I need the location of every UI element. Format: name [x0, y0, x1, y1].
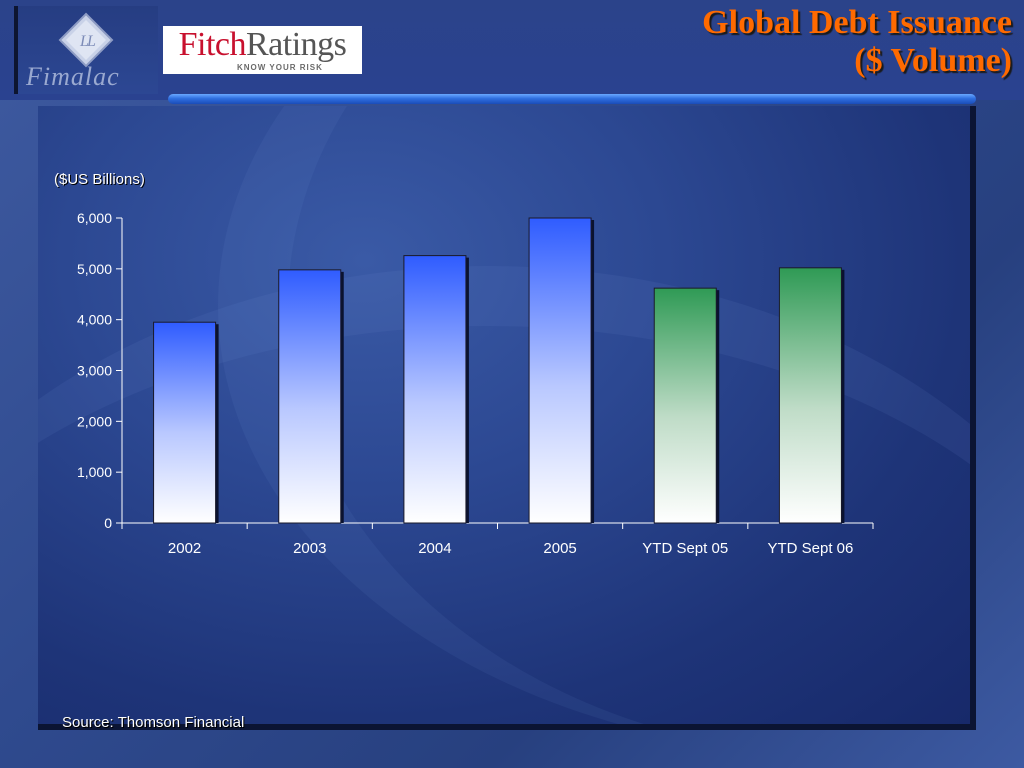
svg-text:L: L: [79, 33, 89, 50]
fitch-logo-tagline: KNOW YOUR RISK: [237, 63, 323, 72]
bar-2003: [278, 269, 342, 524]
slide-title: Global Debt Issuance ($ Volume): [702, 4, 1012, 80]
x-tick-label: 2003: [293, 540, 326, 557]
fitch-ratings-logo: FitchRatings KNOW YOUR RISK: [163, 26, 362, 74]
bar-ytd-sept-06: [778, 267, 842, 524]
fimalac-wordmark: Fimalac: [26, 62, 120, 91]
fitch-logo-main: Fitch: [178, 26, 247, 63]
x-tick-label: 2002: [168, 540, 201, 557]
x-tick-label: 2005: [543, 540, 576, 557]
x-tick-label: 2004: [418, 540, 451, 557]
bar-ytd-sept-05: [653, 287, 717, 524]
bar-2002: [153, 321, 217, 524]
slide-title-line2: ($ Volume): [854, 42, 1012, 79]
x-tick-label: YTD Sept 06: [767, 540, 853, 557]
y-tick-label: 2,000: [77, 413, 112, 429]
fitch-logo-wordmark: FitchRatings: [163, 26, 362, 64]
slide-title-line1: Global Debt Issuance: [702, 4, 1012, 41]
y-tick-label: 4,000: [77, 312, 112, 328]
fimalac-emblem-icon: L L: [58, 12, 114, 68]
y-tick-label: 6,000: [77, 210, 112, 226]
y-tick-label: 5,000: [77, 261, 112, 277]
bar-2004: [403, 255, 467, 524]
y-tick-label: 1,000: [77, 464, 112, 480]
fimalac-logo: L L Fimalac: [14, 6, 158, 94]
bar-2005: [528, 217, 592, 524]
x-tick-label: YTD Sept 05: [642, 540, 728, 557]
y-tick-label: 0: [104, 515, 112, 531]
fitch-logo-second: Ratings: [246, 26, 347, 63]
y-axis-label: ($US Billions): [54, 171, 145, 188]
y-tick-label: 3,000: [77, 363, 112, 379]
title-divider: [168, 94, 976, 104]
source-note: Source: Thomson Financial: [62, 714, 245, 731]
svg-text:L: L: [86, 33, 96, 50]
